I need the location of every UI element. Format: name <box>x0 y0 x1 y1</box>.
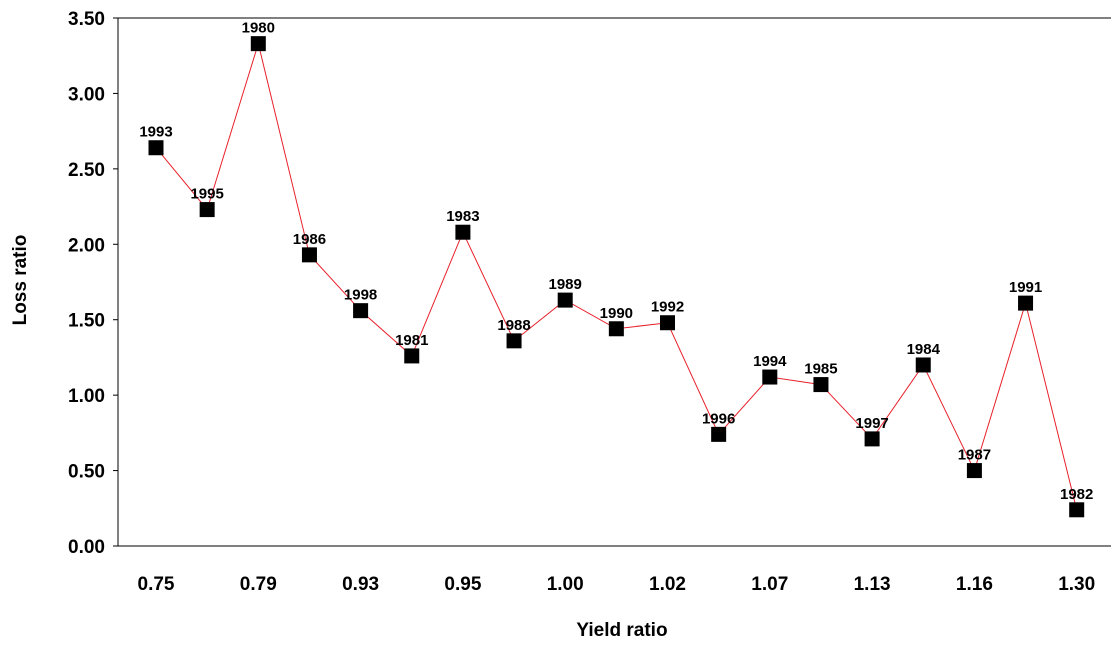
x-tick-label: 1.16 <box>956 574 993 595</box>
data-point-marker <box>608 321 624 337</box>
data-point-marker <box>353 303 369 319</box>
x-axis-title: Yield ratio <box>576 620 667 641</box>
data-point-marker <box>455 224 471 240</box>
data-point-label: 1997 <box>855 415 888 432</box>
x-tick-label: 0.93 <box>342 574 379 595</box>
data-point-marker <box>404 348 420 364</box>
plot-frame <box>117 17 1111 547</box>
data-point-marker <box>1069 502 1085 518</box>
y-tick-label: 3.00 <box>68 84 105 105</box>
data-point-marker <box>813 377 829 393</box>
x-tick-label: 0.79 <box>240 574 277 595</box>
data-point-marker <box>660 315 675 331</box>
x-tick-label: 0.75 <box>138 574 175 595</box>
data-point-marker <box>301 247 317 263</box>
data-point-label: 1985 <box>804 361 837 378</box>
x-axis-ticks: 0.75 0.79 0.93 0.95 1.00 1.02 1.07 1.13 1.16 1.30 <box>138 574 1096 595</box>
data-point-marker <box>557 292 573 308</box>
data-point-label: 1993 <box>139 124 172 141</box>
x-tick-label: 1.13 <box>854 574 891 595</box>
y-tick-label: 0.00 <box>68 537 105 558</box>
series-line <box>155 41 1078 510</box>
data-point-label: 1994 <box>753 353 787 370</box>
data-point-label: 1991 <box>1009 279 1042 296</box>
data-point-label: 1986 <box>293 231 326 248</box>
data-point-label: 1989 <box>549 276 582 293</box>
y-tick-label: 1.00 <box>68 386 105 407</box>
data-point-label: 1992 <box>651 299 684 316</box>
data-point-marker <box>711 426 727 442</box>
data-point-label: 1980 <box>242 20 275 37</box>
data-point-label: 1981 <box>395 332 428 349</box>
x-tick-label: 1.30 <box>1058 574 1095 595</box>
y-axis-ticks: 0.00 0.50 1.00 1.50 2.00 2.50 3.00 3.50 <box>68 9 118 558</box>
data-point-marker <box>864 431 880 447</box>
y-axis-title: Loss ratio <box>10 235 31 326</box>
data-point-label: 1995 <box>190 186 223 203</box>
y-tick-label: 2.00 <box>68 235 105 256</box>
x-tick-label: 1.02 <box>649 574 686 595</box>
y-tick-label: 1.50 <box>68 311 105 332</box>
x-tick-label: 0.95 <box>444 574 481 595</box>
y-tick-label: 3.50 <box>68 9 105 30</box>
data-point-marker <box>199 202 215 218</box>
data-point-marker <box>915 357 931 373</box>
data-point-marker <box>1018 295 1034 311</box>
data-point-label: 1984 <box>907 341 941 358</box>
data-point-label: 1998 <box>344 287 377 304</box>
data-point-label: 1996 <box>702 410 735 427</box>
data-point-label: 1987 <box>958 447 991 464</box>
data-point-label: 1990 <box>600 305 633 322</box>
x-tick-label: 1.00 <box>547 574 584 595</box>
data-point-marker <box>148 140 164 156</box>
data-point-marker <box>762 369 778 385</box>
data-point-label: 1988 <box>497 317 530 334</box>
data-point-label: 1982 <box>1060 486 1093 503</box>
data-point-marker <box>250 36 266 52</box>
y-tick-label: 0.50 <box>68 462 105 483</box>
data-point-label: 1983 <box>446 208 479 225</box>
data-point-marker <box>506 333 522 349</box>
x-tick-label: 1.07 <box>751 574 788 595</box>
data-point-marker <box>966 463 982 479</box>
y-tick-label: 2.50 <box>68 160 105 181</box>
series-loss-ratio: 1993 1995 1980 1986 1998 1981 1983 1988 1989 1990… <box>139 20 1093 518</box>
